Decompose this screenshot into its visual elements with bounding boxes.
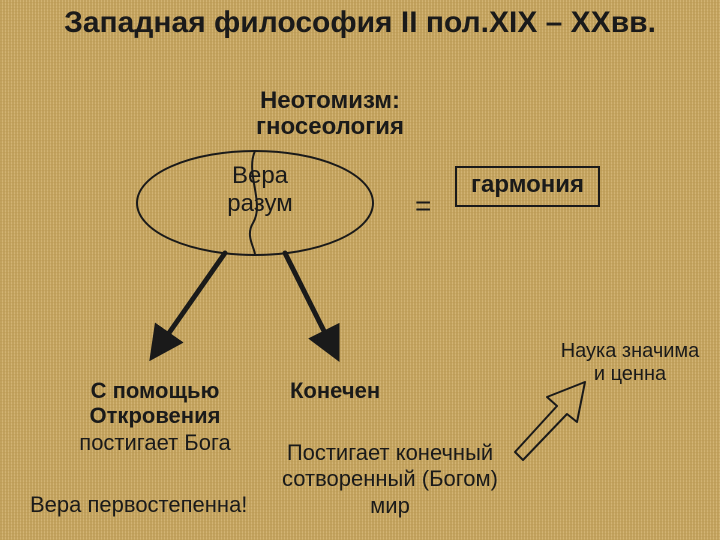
reason-label: разум [227, 190, 292, 217]
faith-reason-label: Вера разум [200, 162, 320, 217]
revelation-body: постигает Бога [60, 430, 250, 455]
arrow-to-revelation [130, 245, 260, 365]
finite-heading: Конечен [290, 378, 450, 404]
science-note: Наука значима и ценна [560, 340, 700, 386]
harmony-box: гармония [455, 166, 600, 207]
subtitle: Неотомизм: гносеология [200, 88, 460, 141]
finite-body: Постигает конечный сотворенный (Богом) м… [260, 440, 520, 519]
arrow-to-finite [260, 245, 390, 365]
revelation-heading: С помощью Откровения [60, 378, 250, 429]
faith-label: Вера [232, 162, 288, 189]
equals-sign: = [415, 190, 431, 222]
faith-primary-note: Вера первостепенна! [30, 492, 280, 518]
page-title: Западная философия II пол.XIX – XXвв. [20, 6, 700, 41]
